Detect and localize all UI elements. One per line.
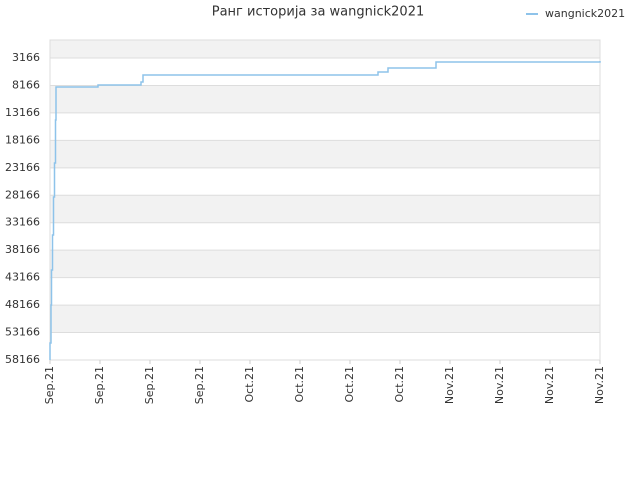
- legend-label: wangnick2021: [545, 7, 625, 20]
- x-tick-label: Oct.21: [243, 366, 256, 403]
- x-tick-label: Sep.21: [93, 366, 106, 404]
- y-tick-label: 53166: [5, 326, 40, 339]
- grid-band: [50, 250, 600, 278]
- grid-band: [50, 305, 600, 333]
- y-tick-label: 28166: [5, 188, 40, 201]
- x-tick-label: Oct.21: [393, 366, 406, 403]
- grid-band: [50, 40, 600, 59]
- y-tick-label: 33166: [5, 216, 40, 229]
- y-tick-label: 38166: [5, 243, 40, 256]
- y-tick-label: 3166: [12, 51, 40, 64]
- x-tick-label: Nov.21: [543, 366, 556, 404]
- x-tick-label: Sep.21: [43, 366, 56, 404]
- x-tick-label: Nov.21: [493, 366, 506, 404]
- grid-band: [50, 85, 600, 113]
- grid-band: [50, 195, 600, 223]
- x-tick-label: Nov.21: [443, 366, 456, 404]
- chart-title: Ранг историја за wangnick2021: [212, 5, 425, 20]
- y-tick-label: 13166: [5, 106, 40, 119]
- y-tick-label: 23166: [5, 161, 40, 174]
- x-tick-label: Nov.21: [593, 366, 606, 404]
- y-tick-label: 18166: [5, 133, 40, 146]
- y-tick-label: 48166: [5, 298, 40, 311]
- y-tick-label: 8166: [12, 78, 40, 91]
- line: [49, 60, 601, 360]
- grid-band: [50, 140, 600, 168]
- y-tick-label: 58166: [5, 353, 40, 366]
- x-tick-label: Sep.21: [143, 366, 156, 404]
- x-tick-label: Oct.21: [293, 366, 306, 403]
- y-tick-label: 43166: [5, 271, 40, 284]
- x-tick-label: Sep.21: [193, 366, 206, 404]
- x-tick-label: Oct.21: [343, 366, 356, 403]
